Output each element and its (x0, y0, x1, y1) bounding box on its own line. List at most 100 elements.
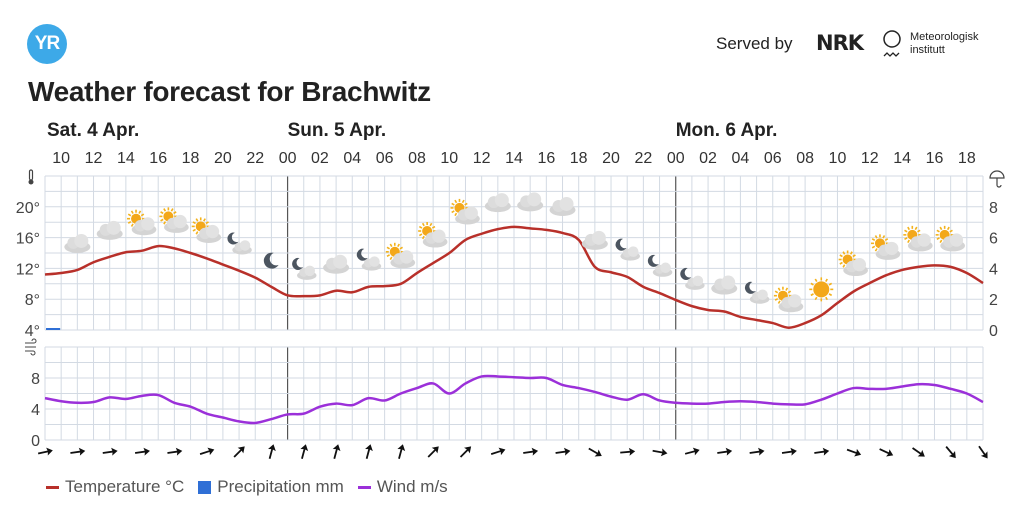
wind-direction-arrow-icon (814, 447, 830, 456)
sun-ray (914, 226, 918, 231)
arrow-head (628, 447, 636, 456)
wind-direction-arrow-icon (781, 447, 797, 456)
sun-ray (917, 229, 921, 233)
arrow-head (725, 447, 733, 456)
temperature-swatch (46, 485, 59, 489)
sun-ray (828, 282, 833, 286)
wind-tick-label: 0 (31, 433, 40, 450)
nrk-logo[interactable]: NRK (816, 31, 864, 55)
arrow-shaft (333, 446, 339, 459)
precipitation-tick-label: 2 (989, 292, 998, 309)
arrow-shaft (652, 449, 665, 454)
sun-ray (418, 233, 423, 237)
arrow-head (948, 450, 956, 459)
cloud-shape (907, 233, 933, 252)
sun-ray (839, 254, 843, 258)
arrow-head (980, 451, 988, 459)
wind-direction-arrow-icon (652, 448, 668, 457)
sun-ray (946, 226, 950, 231)
sun-ray (842, 264, 846, 268)
cloud-part (721, 275, 736, 290)
hour-tick-label: 16 (537, 150, 555, 167)
sun-ray (451, 202, 455, 206)
yr-logo[interactable]: YR (27, 24, 67, 64)
wind-direction-arrow-icon (365, 444, 373, 459)
wind-direction-arrow-icon (233, 446, 245, 458)
cloud-shape (422, 229, 448, 248)
day-label: Sat. 4 Apr. (47, 120, 139, 141)
cloud-part (788, 294, 802, 308)
weather-symbol-partlycloudy-day-icon (450, 198, 480, 225)
temperature-line (44, 225, 984, 329)
sun-ray (939, 226, 943, 231)
legend-label: Temperature °C (65, 477, 185, 496)
hour-tick-label: 06 (376, 150, 394, 167)
sun-ray (140, 213, 145, 217)
weather-symbol-cloudy-icon (96, 220, 123, 240)
weather-symbol-cloudy-icon (484, 193, 511, 213)
cloud-shape (875, 241, 901, 260)
cloud-part (949, 233, 964, 247)
arrow-head (854, 448, 862, 457)
hour-tick-label: 12 (473, 150, 491, 167)
arrow-shaft (365, 446, 371, 459)
sun-ray (810, 293, 814, 297)
sun-ray (871, 245, 876, 249)
cloud-part (527, 192, 542, 207)
cloud-shape (455, 206, 480, 225)
cloud-shape (685, 275, 705, 290)
sun-ray (127, 220, 132, 224)
wind-direction-arrow-icon (427, 446, 439, 458)
sun-ray (389, 256, 393, 260)
sun-ray (842, 251, 846, 255)
cloud-shape (517, 192, 544, 212)
forecast-chart: Sat. 4 Apr. Sun. 5 Apr. Mon. 6 Apr. 10 12 14 1… (16, 120, 1005, 459)
wind-direction-arrow-icon (70, 447, 86, 456)
wind-direction-arrow-icon (37, 447, 53, 456)
wind-direction-arrow-icon (397, 444, 406, 459)
legend-wind: Wind m/s (357, 477, 448, 497)
moon-shape (615, 238, 627, 251)
sun-ray (825, 278, 828, 282)
moon-crescent (647, 254, 659, 267)
moon-crescent (292, 257, 304, 270)
wind-direction-arrow-icon (588, 447, 602, 457)
weather-symbol-partlycloudy-day-icon (127, 209, 157, 236)
wind-tick-label: 8 (31, 371, 40, 388)
sun-ray (774, 290, 779, 294)
arrow-head (822, 447, 830, 456)
sun-ray (173, 211, 177, 215)
wind-tick-label: 4 (31, 402, 40, 419)
weather-symbol-clearsky-night-icon (263, 252, 279, 269)
moon-shape (263, 252, 279, 269)
arrow-shaft (233, 447, 244, 458)
cloud-shape (778, 294, 804, 313)
met-institute-name[interactable]: Meteorologisk institutt (910, 31, 978, 57)
hour-tick-label: 20 (214, 150, 232, 167)
sun-ray (399, 246, 403, 250)
wind-direction-arrow-icon (684, 447, 700, 456)
wind-direction-arrow-icon (523, 447, 539, 456)
cloud-part (464, 206, 478, 220)
wind-lines (25, 338, 37, 356)
hour-tick-label: 02 (311, 150, 329, 167)
umbrella-handle (996, 178, 1002, 188)
precipitation-bar (46, 328, 61, 330)
precipitation-tick-label: 0 (989, 323, 998, 340)
cloud-part (239, 240, 251, 251)
wind-icon (25, 338, 37, 356)
wind-direction-arrow-icon (978, 445, 988, 459)
temperature-tick-label: 16° (16, 231, 40, 248)
wind-direction-arrow-icon (300, 444, 309, 459)
cloud-shape (323, 254, 350, 274)
cloud-shape (620, 246, 640, 261)
arrow-shaft (427, 447, 438, 458)
hour-tick-label: 12 (861, 150, 879, 167)
sun-ray (163, 208, 167, 212)
sun-ray (777, 287, 781, 291)
sun-ray (949, 229, 953, 233)
temperature-tick-label: 4° (25, 323, 40, 340)
arrow-shaft (102, 450, 115, 454)
wind-direction-arrow-icon (268, 444, 276, 459)
sun-ray (421, 235, 425, 240)
